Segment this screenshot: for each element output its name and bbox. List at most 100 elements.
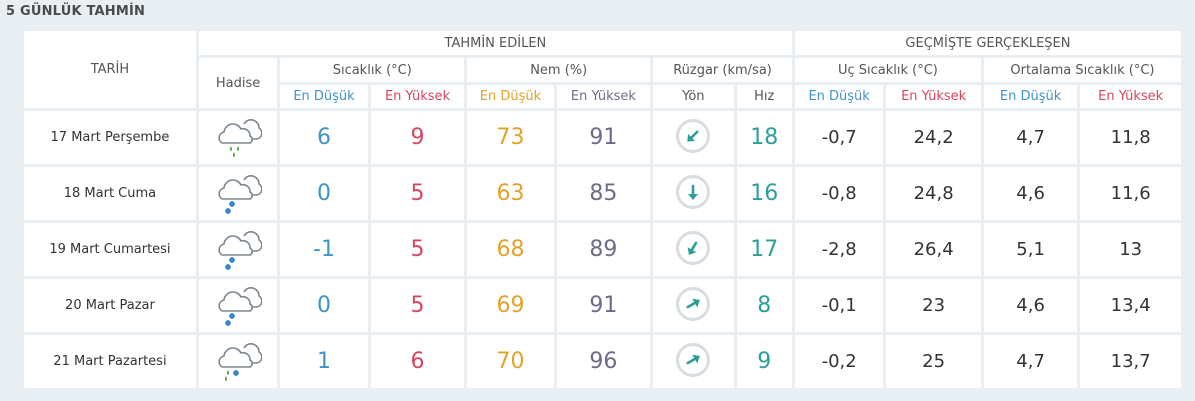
wind-direction-icon [676, 286, 711, 321]
table-row: 21 Mart Pazartesi 1 6 70 96 9 -0,2 25 4,… [24, 335, 1181, 388]
wind-arrow-icon [688, 241, 698, 255]
weather-cell [198, 223, 278, 276]
average-low: 4,7 [983, 111, 1078, 164]
humidity-high: 85 [556, 167, 651, 220]
humidity-low: 69 [467, 279, 554, 332]
header-wind: Rüzgar (km/sa) [653, 58, 792, 82]
extreme-low: -2,8 [794, 223, 884, 276]
temp-low: 6 [280, 111, 368, 164]
humidity-low: 73 [467, 111, 554, 164]
header-wind-direction: Yön [653, 85, 734, 108]
table-row: 19 Mart Cumartesi -1 5 68 89 17 -2,8 26,… [24, 223, 1181, 276]
extreme-low: -0,7 [794, 111, 884, 164]
wind-arrow-icon [687, 129, 699, 142]
header-extreme-temp: Uç Sıcaklık (°C) [794, 58, 981, 82]
extreme-high: 24,8 [886, 167, 981, 220]
average-high: 11,8 [1080, 111, 1181, 164]
humidity-low: 70 [467, 335, 554, 388]
humidity-high: 91 [556, 279, 651, 332]
header-ext-low: En Düşük [794, 85, 884, 108]
wind-direction-cell [653, 111, 734, 164]
extreme-low: -0,8 [794, 167, 884, 220]
row-date: 20 Mart Pazar [24, 279, 196, 332]
temp-high: 9 [370, 111, 465, 164]
row-date: 19 Mart Cumartesi [24, 223, 196, 276]
humidity-low: 63 [467, 167, 554, 220]
wind-arrow-icon [688, 184, 699, 200]
header-hum-low: En Düşük [467, 85, 554, 108]
page-title: 5 GÜNLÜK TAHMİN [6, 4, 146, 19]
header-weather: Hadise [198, 58, 278, 108]
header-avg-low: En Düşük [983, 85, 1078, 108]
cloud-snow-icon [199, 228, 277, 272]
wind-speed: 17 [736, 223, 792, 276]
average-low: 4,7 [983, 335, 1078, 388]
table-row: 20 Mart Pazar 0 5 69 91 8 -0,1 23 4,6 13… [24, 279, 1181, 332]
header-avg-temp: Ortalama Sıcaklık (°C) [983, 58, 1181, 82]
header-avg-high: En Yüksek [1080, 85, 1181, 108]
average-high: 13,4 [1080, 279, 1181, 332]
cloud-sleet-icon [199, 340, 277, 384]
extreme-high: 26,4 [886, 223, 981, 276]
humidity-low: 68 [467, 223, 554, 276]
wind-speed: 9 [736, 335, 792, 388]
wind-direction-cell [653, 279, 734, 332]
extreme-low: -0,1 [794, 279, 884, 332]
wind-direction-icon [676, 118, 711, 153]
average-low: 4,6 [983, 167, 1078, 220]
weather-cell [198, 279, 278, 332]
weather-cell [198, 111, 278, 164]
temp-low: 1 [280, 335, 368, 388]
extreme-high: 23 [886, 279, 981, 332]
average-high: 11,6 [1080, 167, 1181, 220]
cloud-snow-icon [199, 284, 277, 328]
header-past: GEÇMİŞTE GERÇEKLEŞEN [794, 31, 1181, 55]
row-date: 21 Mart Pazartesi [24, 335, 196, 388]
humidity-high: 91 [556, 111, 651, 164]
wind-speed: 16 [736, 167, 792, 220]
temp-high: 6 [370, 335, 465, 388]
table-row: 18 Mart Cuma 0 5 63 85 16 -0,8 24,8 4,6 … [24, 167, 1181, 220]
average-low: 5,1 [983, 223, 1078, 276]
header-wind-speed: Hız [736, 85, 792, 108]
header-temp-low: En Düşük [280, 85, 368, 108]
wind-direction-icon [676, 342, 711, 377]
wind-speed: 8 [736, 279, 792, 332]
humidity-high: 96 [556, 335, 651, 388]
header-date: TARİH [24, 31, 196, 108]
header-temp-high: En Yüksek [370, 85, 465, 108]
temp-low: 0 [280, 279, 368, 332]
average-high: 13,7 [1080, 335, 1181, 388]
average-low: 4,6 [983, 279, 1078, 332]
row-date: 18 Mart Cuma [24, 167, 196, 220]
table-row: 17 Mart Perşembe 6 9 73 91 18 -0,7 24,2 … [24, 111, 1181, 164]
wind-direction-cell [653, 167, 734, 220]
extreme-high: 24,2 [886, 111, 981, 164]
wind-arrow-icon [686, 298, 701, 308]
temp-low: 0 [280, 167, 368, 220]
extreme-low: -0,2 [794, 335, 884, 388]
cloud-rain-icon [199, 116, 277, 160]
header-humidity: Nem (%) [467, 58, 651, 82]
wind-arrow-icon [686, 354, 701, 364]
temp-high: 5 [370, 279, 465, 332]
temp-high: 5 [370, 223, 465, 276]
header-hum-high: En Yüksek [556, 85, 651, 108]
wind-direction-cell [653, 223, 734, 276]
wind-direction-cell [653, 335, 734, 388]
header-forecast: TAHMİN EDİLEN [198, 31, 792, 55]
cloud-snow-icon [199, 172, 277, 216]
header-ext-high: En Yüksek [886, 85, 981, 108]
temp-high: 5 [370, 167, 465, 220]
wind-direction-icon [676, 230, 711, 265]
weather-cell [198, 167, 278, 220]
wind-direction-icon [676, 174, 711, 209]
average-high: 13 [1080, 223, 1181, 276]
forecast-table: TARİH TAHMİN EDİLEN GEÇMİŞTE GERÇEKLEŞEN… [21, 28, 1184, 391]
weather-cell [198, 335, 278, 388]
wind-speed: 18 [736, 111, 792, 164]
temp-low: -1 [280, 223, 368, 276]
row-date: 17 Mart Perşembe [24, 111, 196, 164]
extreme-high: 25 [886, 335, 981, 388]
header-temp: Sıcaklık (°C) [280, 58, 465, 82]
